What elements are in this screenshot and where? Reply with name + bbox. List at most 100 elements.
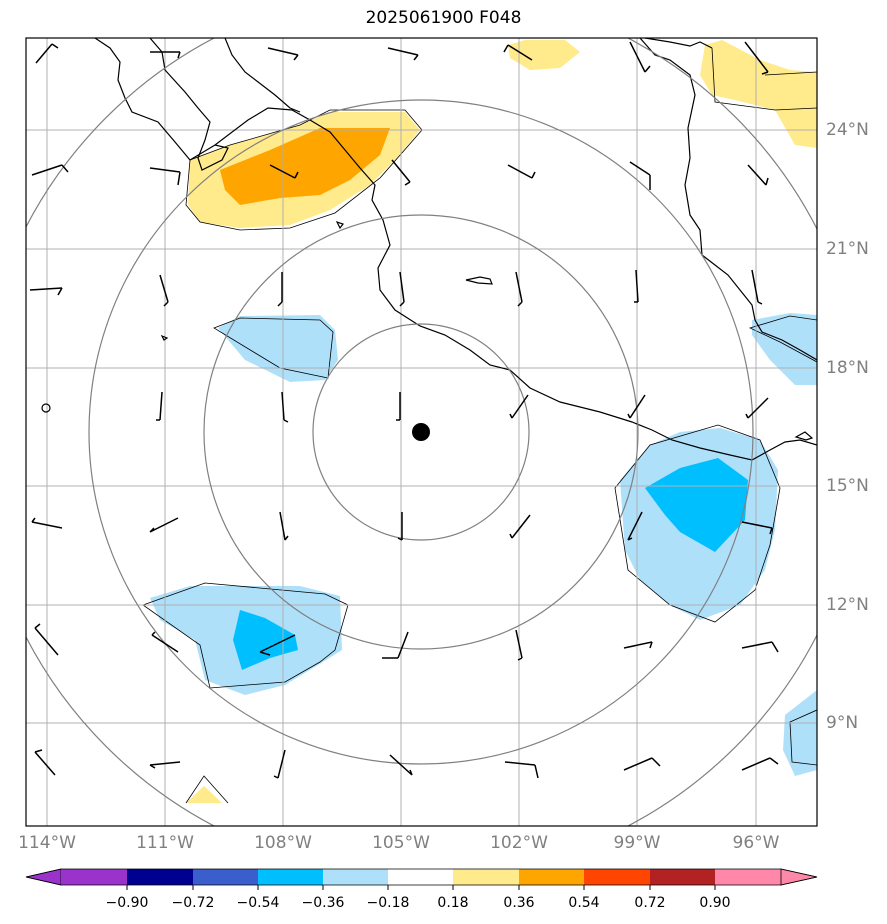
wind-barb xyxy=(391,159,411,186)
positive-anomaly-region xyxy=(508,40,580,70)
wind-barb xyxy=(34,623,59,656)
colorbar xyxy=(25,868,818,890)
storm-center-dot-icon xyxy=(412,423,430,441)
wind-barb xyxy=(34,749,56,776)
colorbar-label: 0.72 xyxy=(634,895,666,911)
small-island-outline xyxy=(160,334,169,341)
wind-barb xyxy=(745,397,769,419)
wind-barb xyxy=(399,271,405,307)
colorbar-bin xyxy=(323,869,388,885)
wind-barb xyxy=(744,41,769,75)
strong-negative-anomaly-region xyxy=(233,610,298,670)
wind-barb xyxy=(741,757,779,771)
colorbar-bin xyxy=(61,869,127,885)
gulf-coastline xyxy=(224,38,301,113)
colorbar-extend-min xyxy=(25,868,62,886)
wind-barb xyxy=(279,511,289,541)
negative-anomaly-region xyxy=(752,313,817,385)
wind-barb xyxy=(634,269,639,303)
small-island-outline xyxy=(335,220,344,230)
wind-barb xyxy=(273,749,286,779)
colorbar-bin xyxy=(650,869,715,885)
wind-barb xyxy=(509,394,529,419)
colorbar-bin xyxy=(453,869,519,885)
strong-negative-anomaly-region xyxy=(645,458,748,552)
wind-barb xyxy=(627,394,646,419)
strong-positive-anomaly-region xyxy=(220,128,390,205)
colorbar-bin xyxy=(193,869,258,885)
colorbar-label: −0.18 xyxy=(366,895,410,911)
wind-barb xyxy=(507,164,536,179)
wind-barb xyxy=(503,44,533,61)
wind-barb xyxy=(509,514,531,539)
colorbar-label: −0.72 xyxy=(171,895,215,911)
colorbar-bin xyxy=(388,869,453,885)
wind-barb xyxy=(149,761,181,769)
map-title: 2025061900 F048 xyxy=(365,8,522,28)
map-frame xyxy=(25,37,818,827)
colorbar-label: −0.54 xyxy=(236,895,280,911)
range-rings xyxy=(26,38,817,826)
latitude-label: 24°N xyxy=(826,120,869,140)
colorbar-label: 0.18 xyxy=(437,895,469,911)
latitude-label: 21°N xyxy=(826,239,869,259)
longitude-label: 105°W xyxy=(372,833,430,853)
wind-barb xyxy=(623,641,653,649)
latitude-label: 9°N xyxy=(826,713,859,733)
wind-barb xyxy=(741,641,779,653)
wind-barb xyxy=(277,272,283,307)
wind-barb xyxy=(387,47,419,61)
contour-outline-layer xyxy=(142,47,817,804)
graticule xyxy=(26,38,817,826)
small-island-outline xyxy=(465,276,493,285)
colorbar-bin xyxy=(127,869,193,885)
wind-barb xyxy=(31,517,63,529)
mexico-pacific-coastline xyxy=(94,38,817,461)
colorbar-label: −0.36 xyxy=(301,895,345,911)
negative-anomaly-region xyxy=(218,315,338,382)
wind-barb xyxy=(267,47,299,61)
longitude-label: 111°W xyxy=(136,833,194,853)
longitude-label: 96°W xyxy=(732,833,780,853)
wind-barb xyxy=(389,754,413,776)
wind-barb xyxy=(629,161,651,190)
colorbar-label: 0.54 xyxy=(568,895,600,911)
island-marker xyxy=(41,403,51,413)
wind-barb xyxy=(623,757,661,771)
wind-barb xyxy=(159,274,169,307)
shaded-field-layer xyxy=(150,40,817,803)
wind-barb xyxy=(397,512,403,541)
wind-barb xyxy=(396,392,401,421)
latitude-label: 12°N xyxy=(826,595,869,615)
latitude-label: 18°N xyxy=(826,358,869,378)
wind-barb xyxy=(741,521,773,535)
wind-barb xyxy=(747,164,769,186)
colorbar-outline xyxy=(25,868,818,886)
wind-barb xyxy=(627,511,643,541)
colorbar-extend-max xyxy=(780,868,818,886)
wind-barb xyxy=(504,761,539,779)
longitude-label: 114°W xyxy=(18,833,76,853)
wind-barb xyxy=(149,517,179,533)
wind-barb xyxy=(35,43,59,64)
colorbar-bin xyxy=(258,869,323,885)
colorbar-bin xyxy=(584,869,650,885)
latitude-label: 15°N xyxy=(826,476,869,496)
longitude-label: 108°W xyxy=(254,833,312,853)
wind-barb xyxy=(281,391,289,423)
wind-barb xyxy=(31,164,69,176)
longitude-label: 102°W xyxy=(490,833,548,853)
positive-anomaly-region xyxy=(186,786,222,803)
wind-barb xyxy=(156,391,163,421)
wind-barb xyxy=(751,269,763,305)
wind-barb xyxy=(382,631,409,659)
colorbar-ticks xyxy=(126,885,716,890)
colorbar-bin xyxy=(715,869,781,885)
wind-barb xyxy=(29,287,63,296)
wind-barb xyxy=(150,51,181,59)
colorbar-bin xyxy=(519,869,584,885)
island-cluster-outline xyxy=(794,431,814,441)
gulf-coastline-north xyxy=(644,38,713,49)
wind-barb xyxy=(269,164,299,179)
